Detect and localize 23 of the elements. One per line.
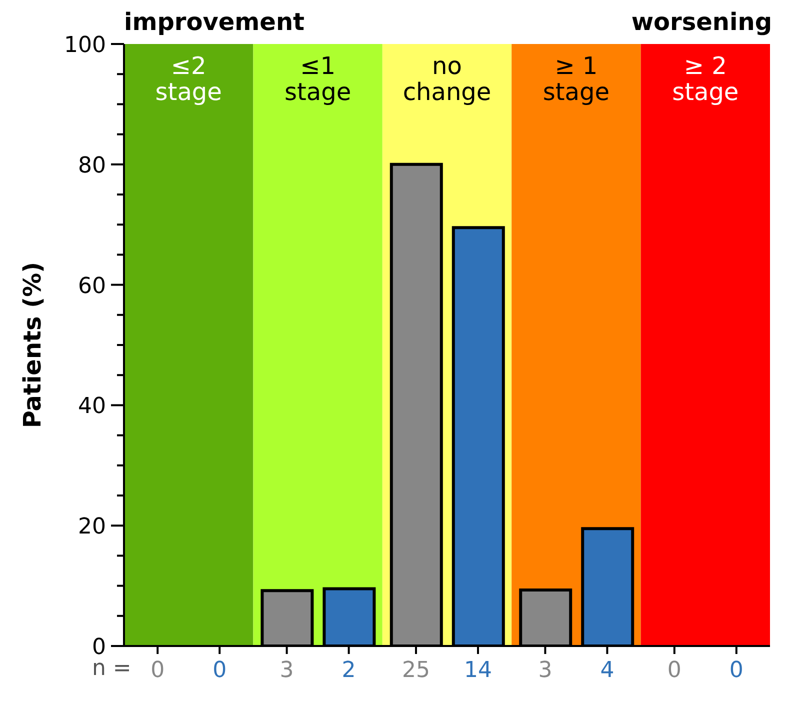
x-tick-label: ≥ 2 stage	[672, 52, 739, 106]
text: 0	[729, 658, 744, 683]
x-tick-label: no change	[402, 52, 492, 106]
text: improvement	[124, 8, 305, 36]
text: 3	[538, 658, 552, 683]
text: worsening	[631, 8, 772, 36]
x-tick-label: ≥ 1 stage	[542, 52, 610, 106]
text: 14	[464, 658, 492, 683]
text: 0	[150, 658, 165, 683]
y-tick-label: 20	[78, 514, 106, 540]
x-tick-label: ≤2 stage	[155, 52, 222, 106]
x-tick-label: ≤1 stage	[284, 52, 352, 106]
text: 3	[280, 658, 294, 683]
y-tick-label: 40	[78, 394, 106, 420]
y-tick-label: 80	[78, 153, 106, 178]
text: 0	[212, 658, 227, 683]
y-tick-label: 60	[78, 274, 106, 299]
text: 25	[402, 658, 430, 683]
text: 2	[342, 658, 356, 683]
text: 0	[667, 658, 682, 683]
y-axis-title: Patients (%)	[18, 262, 47, 428]
y-tick-label: 100	[64, 33, 106, 58]
text: 4	[600, 658, 614, 683]
